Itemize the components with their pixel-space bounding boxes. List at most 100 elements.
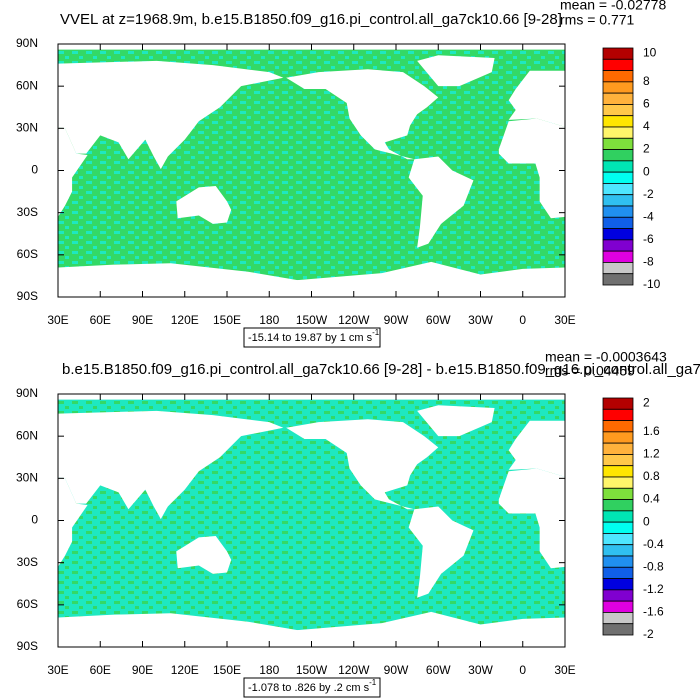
colorbar-label: 1.6 [643,424,660,438]
x-tick-label: 30E [47,313,68,327]
colorbar-box [602,183,634,196]
colorbar-label: 0.8 [643,469,660,483]
range-box [243,677,381,698]
panel: b.e15.B1850.f09_g16.pi_control.all_ga7ck… [16,349,700,698]
colorbar-label: 8 [643,74,650,88]
colorbar-box [602,250,634,263]
mean-stat: mean = -0.02778 [560,0,666,13]
y-tick-label: 90N [16,386,38,400]
x-tick-label: 150E [213,313,241,327]
colorbar-label: -4 [643,209,654,223]
land [58,261,565,297]
colorbar-box [602,408,634,421]
land [417,55,495,87]
colorbar-box [602,566,634,579]
colorbar-label: -0.4 [643,537,664,551]
land [408,506,474,598]
x-tick-label: 60E [90,663,111,677]
x-tick-label: 90E [132,663,153,677]
x-tick-label: 120W [338,663,370,677]
land [417,405,495,437]
land [58,60,284,170]
y-tick-label: 60S [17,597,38,611]
x-tick-label: 150W [296,313,328,327]
colorbar-box [602,228,634,241]
colorbar-label: 0.4 [643,492,660,506]
land [58,611,565,647]
colorbar-box [602,397,634,410]
colorbar-label: -8 [643,255,654,269]
x-tick-label: 90W [384,313,409,327]
colorbar-box [602,273,634,286]
rms-stat: rms = 0.771 [560,12,635,28]
x-tick-label: 60W [426,313,451,327]
land [58,126,88,217]
colorbar-box [602,454,634,467]
land [508,420,565,477]
colorbar-box [602,442,634,455]
land [176,185,232,224]
land [286,69,439,160]
colorbar-box [602,239,634,252]
colorbar-box [602,216,634,229]
x-tick-label: 30W [468,663,493,677]
y-tick-label: 90N [16,36,38,50]
colorbar-box [602,115,634,128]
colorbar-label: 2 [643,395,650,409]
colorbar-box [602,58,634,71]
x-tick-label: 150E [213,663,241,677]
x-tick-label: 0 [519,313,526,327]
colorbar-box [602,205,634,218]
panel-title: b.e15.B1850.f09_g16.pi_control.all_ga7ck… [62,361,700,378]
y-tick-label: 0 [31,513,38,527]
range-text: -15.14 to 19.87 by 1 cm s [248,332,373,344]
colorbar-label: -2 [643,627,654,641]
colorbar-box [602,420,634,433]
range-exponent: -1 [369,678,377,687]
colorbar-label: 0 [643,514,650,528]
colorbar-box [602,160,634,173]
colorbar-box [602,623,634,636]
colorbar-label: -2 [643,187,654,201]
colorbar-box [602,589,634,602]
x-tick-label: 90W [384,663,409,677]
colorbar-box [602,81,634,94]
colorbar-box [602,126,634,139]
range-label: -15.14 to 19.87 by 1 cm s-1 [248,328,380,344]
land [286,419,439,510]
x-tick-label: 180 [259,663,279,677]
land [508,70,565,127]
colorbar-box [602,465,634,478]
land [408,156,474,248]
y-tick-label: 30S [17,205,38,219]
range-exponent: -1 [372,328,380,337]
colorbar-box [602,149,634,162]
y-tick-label: 60N [16,428,38,442]
y-tick-label: 90S [17,639,38,653]
x-tick-label: 90E [132,313,153,327]
panel: VVEL at z=1968.9m, b.e15.B1850.f09_g16.p… [16,0,666,348]
colorbar-box [602,476,634,489]
x-tick-label: 180 [259,313,279,327]
x-tick-label: 30E [47,663,68,677]
y-tick-label: 60N [16,78,38,92]
land [58,410,284,520]
colorbar-box [602,510,634,523]
land [58,476,88,567]
map [58,399,565,647]
panel-title: VVEL at z=1968.9m, b.e15.B1850.f09_g16.p… [60,11,562,28]
land [176,535,232,574]
colorbar-box [602,137,634,150]
colorbar-box [602,499,634,512]
colorbar-label: -1.2 [643,582,664,596]
x-tick-label: 120E [171,313,199,327]
colorbar-box [602,578,634,591]
colorbar-label: 2 [643,142,650,156]
colorbar-label: 6 [643,97,650,111]
colorbar-box [602,262,634,275]
land [498,468,565,569]
range-label: -1.078 to .826 by .2 cm s-1 [248,678,377,694]
x-tick-label: 120W [338,313,370,327]
map [58,49,565,297]
